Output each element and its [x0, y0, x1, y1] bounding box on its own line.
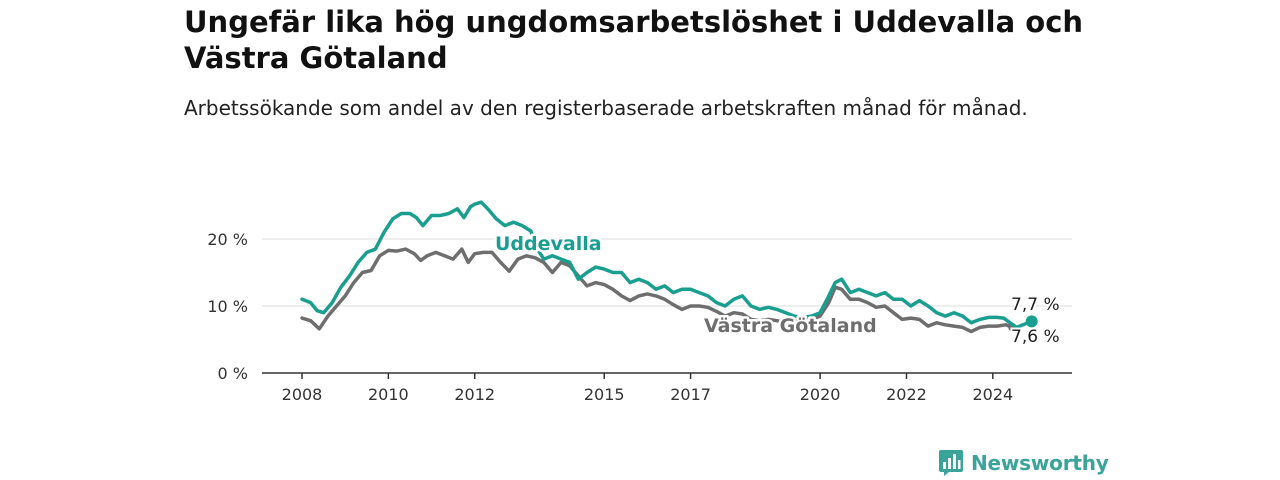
vastra-gotaland-end-label: 7,6 %	[1011, 327, 1060, 347]
y-axis: 0 % 10 % 20 %	[207, 230, 248, 383]
vastra-gotaland-line	[300, 247, 1015, 334]
newsworthy-logo: Newsworthy	[938, 449, 1109, 477]
uddevalla-line	[300, 200, 1034, 330]
x-tick-label: 2008	[282, 385, 323, 404]
uddevalla-end-point	[1025, 315, 1038, 328]
y-tick-label: 0 %	[218, 364, 248, 383]
x-tick-label: 2020	[800, 385, 841, 404]
x-axis: 2008 2010 2012 2015 2017 2020 2022 2024	[262, 372, 1072, 404]
x-tick-label: 2022	[886, 385, 927, 404]
x-tick-label: 2012	[454, 385, 495, 404]
x-tick-label: 2010	[368, 385, 409, 404]
series-labels: Uddevalla Västra Götaland 7,7 % 7,6 %	[493, 231, 1062, 350]
x-tick-label: 2017	[670, 385, 711, 404]
grid-lines	[262, 238, 1072, 307]
chart-subtitle: Arbetssökande som andel av den registerb…	[184, 96, 1028, 120]
uddevalla-end-label: 7,7 %	[1011, 295, 1060, 315]
uddevalla-label: Uddevalla	[495, 233, 602, 255]
x-tick-label: 2015	[584, 385, 625, 404]
y-tick-label: 20 %	[207, 230, 248, 249]
x-tick-label: 2024	[972, 385, 1013, 404]
y-tick-label: 10 %	[207, 297, 248, 316]
brand-name: Newsworthy	[971, 451, 1109, 475]
series-lines	[300, 200, 1038, 334]
vastra-gotaland-label: Västra Götaland	[704, 315, 877, 337]
newsworthy-logo-icon	[939, 450, 963, 476]
chart-title: Ungefär lika hög ungdomsarbetslöshet i U…	[184, 5, 1084, 75]
